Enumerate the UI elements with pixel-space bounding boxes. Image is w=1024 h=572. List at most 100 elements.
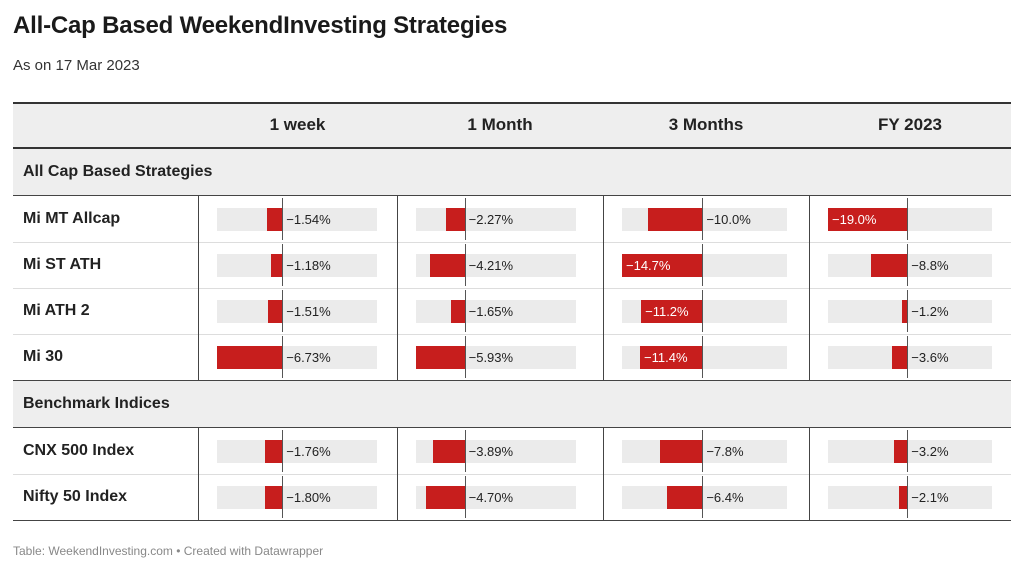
bar-track <box>828 486 992 509</box>
data-label: −5.93% <box>468 350 514 365</box>
data-label: −3.2% <box>911 444 949 459</box>
row-label: Mi ATH 2 <box>23 302 90 319</box>
row-label: Mi MT Allcap <box>23 210 121 227</box>
section-bottom-border <box>13 520 1011 521</box>
data-label: −8.8% <box>911 258 949 273</box>
data-label: −19.0% <box>832 212 877 227</box>
header-bottom-border <box>13 147 1011 149</box>
column-header-1-month: 1 Month <box>467 115 533 134</box>
column-header-3-months: 3 Months <box>668 115 744 134</box>
row-label: Nifty 50 Index <box>23 488 128 505</box>
value-bar <box>641 300 703 323</box>
zero-line <box>464 198 466 240</box>
zero-line <box>702 336 704 378</box>
bar-track <box>622 486 787 509</box>
value-bar <box>622 254 703 277</box>
value-bar <box>667 486 703 509</box>
column-divider <box>397 428 398 520</box>
chart-title: All-Cap Based WeekendInvesting Strategie… <box>13 12 508 39</box>
value-bar <box>647 208 703 231</box>
row-label: CNX 500 Index <box>23 442 135 459</box>
section-bottom-border <box>13 380 1011 381</box>
value-bar <box>659 440 703 463</box>
value-bar <box>870 254 908 277</box>
value-bar <box>898 486 908 509</box>
bar-track <box>828 254 992 277</box>
section-header <box>13 381 1011 427</box>
table-top-border <box>13 102 1011 104</box>
value-bar <box>217 346 283 369</box>
data-label: −1.51% <box>286 304 331 319</box>
zero-line <box>282 336 284 378</box>
data-label: −14.7% <box>626 258 671 273</box>
bar-track <box>217 208 377 231</box>
data-label: −1.76% <box>286 444 331 459</box>
value-bar <box>430 254 465 277</box>
column-divider <box>603 196 604 380</box>
zero-line <box>702 476 704 518</box>
data-table: 1 week 1 Month 3 Months FY 2023 All Cap … <box>13 102 1011 521</box>
column-divider <box>809 196 810 380</box>
value-bar <box>892 346 908 369</box>
zero-line <box>907 244 909 286</box>
section-divider <box>13 427 1011 428</box>
value-bar <box>416 346 465 369</box>
value-bar <box>893 440 908 463</box>
zero-line <box>282 430 284 472</box>
row-label: Mi ST ATH <box>23 256 102 273</box>
data-label: −6.73% <box>286 350 331 365</box>
value-bar <box>264 486 283 509</box>
value-bar <box>451 300 465 323</box>
value-bar <box>426 486 465 509</box>
zero-line <box>282 476 284 518</box>
zero-line <box>907 198 909 240</box>
bar-track <box>622 440 787 463</box>
zero-line <box>464 336 466 378</box>
data-label: −4.21% <box>468 258 514 273</box>
data-label: −11.4% <box>644 350 688 365</box>
bar-track <box>217 440 377 463</box>
value-bar <box>267 208 283 231</box>
zero-line <box>282 244 284 286</box>
data-label: −11.2% <box>645 304 689 319</box>
column-divider <box>198 428 199 520</box>
zero-line <box>907 336 909 378</box>
section-header <box>13 149 1011 195</box>
zero-line <box>907 290 909 332</box>
row-label: Mi 30 <box>23 348 64 365</box>
data-label: −1.80% <box>286 490 331 505</box>
row-divider <box>13 334 1011 335</box>
zero-line <box>907 430 909 472</box>
value-bar <box>902 300 908 323</box>
data-label: −3.6% <box>911 350 949 365</box>
column-header-1-week: 1 week <box>269 115 326 134</box>
column-divider <box>198 196 199 380</box>
section-divider <box>13 195 1011 196</box>
chart-subtitle: As on 17 Mar 2023 <box>13 57 140 74</box>
zero-line <box>464 430 466 472</box>
data-label: −1.65% <box>468 304 514 319</box>
value-bar <box>432 440 465 463</box>
row-divider <box>13 242 1011 243</box>
section-label: Benchmark Indices <box>23 395 170 412</box>
value-bar <box>446 208 465 231</box>
zero-line <box>702 198 704 240</box>
bar-track <box>828 440 992 463</box>
column-divider <box>809 428 810 520</box>
bar-track <box>828 346 992 369</box>
value-bar <box>265 440 283 463</box>
zero-line <box>464 476 466 518</box>
data-label: −2.1% <box>911 490 949 505</box>
value-bar <box>267 300 283 323</box>
zero-line <box>464 290 466 332</box>
section-label: All Cap Based Strategies <box>23 163 213 180</box>
data-label: −10.0% <box>706 212 751 227</box>
header-row <box>13 102 1011 147</box>
data-label: −1.2% <box>911 304 949 319</box>
zero-line <box>907 476 909 518</box>
bar-track <box>828 300 992 323</box>
value-bar <box>640 346 703 369</box>
data-label: −6.4% <box>706 490 744 505</box>
zero-line <box>702 290 704 332</box>
column-divider <box>603 428 604 520</box>
